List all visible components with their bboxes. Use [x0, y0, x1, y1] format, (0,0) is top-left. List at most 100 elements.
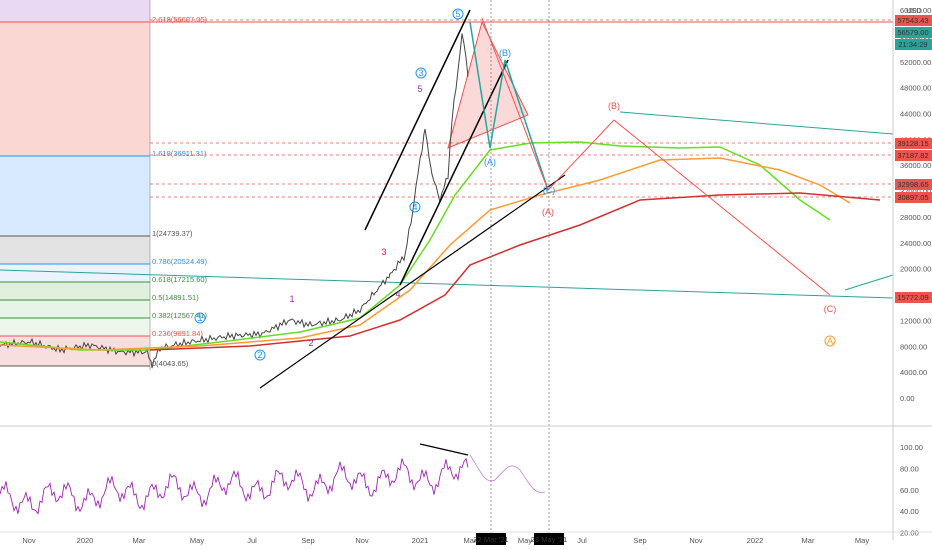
wave-circle: [254, 349, 266, 361]
fib-zone-4: [0, 264, 150, 282]
y-tick-label: 8000.00: [900, 342, 927, 351]
x-tick-label: Sep: [301, 536, 314, 545]
y-tick-label: 12000.00: [900, 316, 931, 325]
price-tag: [895, 292, 932, 303]
x-tick-label: May: [518, 536, 532, 545]
x-tick-label: Mar: [464, 536, 477, 545]
x-tick-label: 2022: [747, 536, 764, 545]
wave-label: 4: [395, 289, 400, 299]
fib-label: 0.786(20524.49): [152, 257, 208, 266]
x-tick-label: May: [190, 536, 204, 545]
trend-line: [0, 269, 894, 299]
y-tick-label: 44000.00: [900, 109, 931, 118]
x-tick-label: Sep: [633, 536, 646, 545]
wave-label: (C): [824, 304, 837, 314]
price-tag-label: 37187.82: [897, 151, 928, 160]
y-tick-label: 32000.00: [900, 187, 931, 196]
ma-green: [0, 141, 831, 351]
wave-label: (A): [542, 207, 554, 217]
x-tick-label: Jul: [247, 536, 257, 545]
date-marker-tag: [476, 533, 506, 545]
price-tag-label: 32998.65: [897, 180, 928, 189]
wave-label: 3: [381, 247, 386, 257]
fib-zone-6: [0, 300, 150, 318]
fib-zone-1: [0, 22, 150, 156]
wave-circle: [415, 67, 427, 79]
fib-zone-7: [0, 318, 150, 336]
price-tag: [895, 39, 932, 50]
price-tag-label: 30897.05: [897, 193, 928, 202]
y-tick-label: 60000.00: [900, 6, 931, 15]
x-tick-label: Nov: [355, 536, 369, 545]
x-tick-label: 2021: [412, 536, 429, 545]
price-tag: [895, 15, 932, 26]
fib-label: 1.618(36911.31): [152, 149, 207, 158]
price-tag: [895, 27, 932, 38]
wave-path: [469, 21, 549, 191]
wave-label: 1: [289, 294, 294, 304]
y-tick-label: 4000.00: [900, 368, 927, 377]
x-tick-label: Nov: [689, 536, 703, 545]
wave-label: 2: [257, 350, 262, 360]
channel-upper: [364, 9, 471, 231]
wave-label: (B): [608, 101, 620, 111]
price-tag-label: 56579.00: [897, 28, 928, 37]
channel-lower: [399, 59, 509, 286]
x-tick-label: Mar: [802, 536, 815, 545]
price-tag: [895, 138, 932, 149]
price-tag-label: 57543.43: [897, 16, 928, 25]
fib-zone-0: [0, 0, 150, 22]
fib-zone-8: [0, 336, 150, 366]
wave-label: A: [827, 336, 833, 346]
x-tick-label: 2020: [77, 536, 94, 545]
fib-label: 1(24739.37): [152, 229, 193, 238]
rsi-line: [0, 457, 469, 515]
fib-label: 0(4043.65): [152, 359, 189, 368]
price-tag: [895, 179, 932, 190]
x-tick-label: May: [855, 536, 869, 545]
support-line: [259, 174, 566, 389]
rsi-tick-label: 80.00: [900, 464, 919, 473]
fib-label: 0.382(12567.41): [152, 311, 208, 320]
wave-label: 5: [455, 9, 460, 19]
price-tag-label: 39128.15: [897, 139, 928, 148]
wave-circle: [194, 312, 206, 324]
y-tick-label: 48000.00: [900, 84, 931, 93]
trend-line: [844, 274, 894, 291]
rsi-tick-label: 40.00: [900, 507, 919, 516]
price-tag: [895, 192, 932, 203]
wave-circle: [409, 201, 421, 213]
y-tick-label: 20000.00: [900, 265, 931, 274]
y-tick-label: 0.00: [900, 394, 915, 403]
wave-circle: [824, 335, 836, 347]
divergence-line: [419, 443, 469, 456]
wave-label: 3: [418, 68, 423, 78]
date-marker-label: 23 May '21: [531, 535, 567, 544]
ma-orange: [0, 157, 851, 351]
price-tag-label: 15772.09: [897, 293, 928, 302]
date-marker-label: 22 Mar '21: [473, 535, 508, 544]
fib-zone-3: [0, 236, 150, 264]
wave-label: 4: [412, 202, 417, 212]
fib-zone-2: [0, 156, 150, 236]
x-tick-label: Mar: [133, 536, 146, 545]
rsi-tick-label: 60.00: [900, 486, 919, 495]
y-tick-label: 52000.00: [900, 58, 931, 67]
wave-label: (B): [499, 48, 511, 58]
wave-label: (A): [484, 157, 496, 167]
y-tick-label: 24000.00: [900, 239, 931, 248]
fib-label: 0.5(14891.51): [152, 293, 199, 302]
price-line: [0, 33, 469, 369]
x-tick-label: Jul: [577, 536, 587, 545]
price-axis: [893, 0, 932, 420]
wave-label: (C): [543, 185, 556, 195]
y-tick-label: 28000.00: [900, 213, 931, 222]
fib-label: 2.618(56607.05): [152, 15, 208, 24]
price-tag-label: 21:34:29: [898, 40, 927, 49]
fib-zone-5: [0, 282, 150, 300]
trend-line: [619, 111, 894, 135]
fib-label: 0.236(9691.84): [152, 329, 203, 338]
date-marker-tag: [534, 533, 564, 545]
rsi-tick-label: 100.00: [900, 443, 923, 452]
